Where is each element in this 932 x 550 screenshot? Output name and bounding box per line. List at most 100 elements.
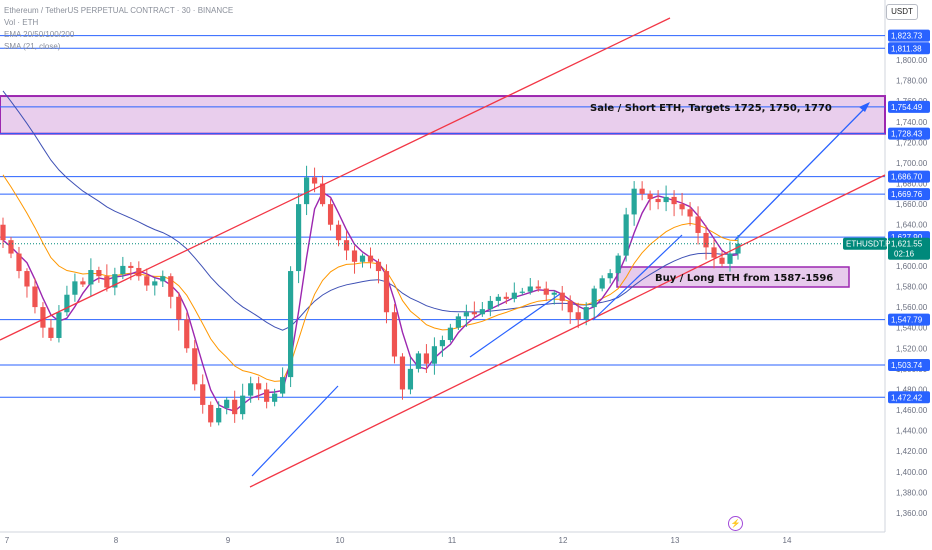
price-tick-22: 1,360.00: [896, 509, 928, 518]
price-tick-13: 1,540.00: [896, 324, 928, 333]
candle-body-73: [583, 307, 589, 320]
price-tick-10: 1,600.00: [896, 262, 928, 271]
candle-body-74: [591, 288, 597, 308]
candle-body-86: [687, 209, 693, 217]
candle-body-75: [599, 278, 605, 289]
ema-legend[interactable]: EMA 20/50/100/200: [4, 30, 75, 39]
candle-body-78: [623, 214, 629, 256]
candle-body-65: [519, 291, 525, 293]
candle-body-88: [703, 232, 709, 248]
candle-body-15: [120, 265, 126, 275]
candle-body-72: [575, 312, 581, 320]
countdown-timer: 02:16: [894, 250, 915, 259]
price-tick-16: 1,480.00: [896, 385, 928, 394]
candles: [0, 165, 741, 427]
candle-body-5: [40, 307, 46, 328]
candle-body-84: [671, 196, 677, 205]
candle-body-36: [288, 271, 294, 378]
level-tag-0: 1,823.73: [891, 32, 923, 41]
time-label-7: 14: [783, 536, 792, 545]
candle-body-4: [32, 286, 38, 308]
sma-legend[interactable]: SMA (21, close): [4, 42, 61, 51]
candle-body-91: [727, 253, 733, 264]
candle-body-41: [327, 204, 334, 225]
candle-body-85: [679, 204, 685, 210]
candle-body-51: [407, 368, 414, 390]
price-tick-0: 1,800.00: [896, 56, 928, 65]
candle-body-29: [232, 399, 238, 415]
price-tick-11: 1,580.00: [896, 283, 928, 292]
candle-body-64: [511, 292, 517, 299]
candle-body-14: [112, 274, 118, 288]
candle-body-66: [527, 286, 533, 292]
level-tag-0-bg: [888, 29, 930, 42]
trend-line-2: [469, 293, 561, 358]
horizontal-levels[interactable]: [0, 35, 885, 398]
candle-body-39: [311, 177, 318, 184]
candle-body-57: [455, 316, 461, 328]
candle-body-68: [543, 288, 549, 295]
current-price-tag: [888, 237, 930, 260]
candle-body-50: [399, 356, 406, 390]
candle-body-62: [495, 296, 501, 301]
price-tick-1: 1,780.00: [896, 77, 928, 86]
currency-unit-button[interactable]: USDT: [886, 4, 918, 20]
volume-legend[interactable]: Vol · ETH: [4, 18, 39, 27]
candle-body-38: [303, 177, 310, 205]
candle-body-90: [719, 257, 725, 264]
candle-body-60: [479, 309, 485, 315]
channel-upper-line: [0, 17, 671, 341]
level-tag-3: 1,728.43: [891, 130, 923, 139]
candle-body-46: [367, 255, 374, 262]
lightning-icon[interactable]: ⚡: [728, 516, 743, 531]
candle-body-21: [168, 276, 174, 297]
time-label-0: 7: [5, 536, 10, 545]
symbol-tag: ETHUSDT.P: [846, 240, 890, 249]
trend-line-3: [592, 234, 683, 321]
candle-body-23: [184, 319, 190, 349]
symbol-title[interactable]: Ethereum / TetherUS PERPETUAL CONTRACT ·…: [4, 6, 234, 15]
candle-body-31: [248, 383, 254, 396]
candle-body-25: [200, 384, 206, 405]
candle-body-69: [551, 292, 557, 295]
candle-body-17: [136, 267, 142, 277]
candle-body-13: [104, 276, 110, 288]
candle-body-63: [503, 296, 509, 299]
sell-zone-annotation[interactable]: Sale / Short ETH, Targets 1725, 1750, 17…: [590, 103, 832, 114]
candle-body-42: [335, 224, 342, 241]
candle-body-20: [160, 276, 166, 282]
candle-body-77: [615, 255, 621, 274]
candle-body-8: [64, 294, 70, 313]
candle-body-22: [176, 296, 182, 320]
price-tick-3: 1,740.00: [896, 118, 928, 127]
price-tick-4: 1,720.00: [896, 138, 928, 147]
candle-body-58: [463, 312, 469, 317]
time-axis[interactable]: 7 8 9 10 11 12 13 14: [5, 536, 792, 545]
candle-body-19: [152, 281, 158, 286]
time-label-2: 9: [226, 536, 231, 545]
candle-body-35: [280, 377, 286, 394]
trendlines[interactable]: [0, 17, 886, 488]
time-label-1: 8: [114, 536, 119, 545]
candle-body-32: [256, 383, 262, 390]
candle-body-81: [647, 193, 653, 199]
current-price-value: 1,621.55: [891, 240, 923, 249]
level-tag-9-bg: [888, 391, 930, 404]
candle-body-11: [88, 270, 94, 285]
price-tick-6: 1,680.00: [896, 180, 928, 189]
candle-body-24: [192, 348, 198, 385]
candle-body-80: [639, 188, 645, 194]
level-tag-8: 1,503.74: [891, 361, 923, 370]
buy-zone-annotation[interactable]: Buy / Long ETH from 1587-1596: [655, 273, 833, 284]
candle-body-71: [567, 300, 573, 313]
price-tick-12: 1,560.00: [896, 303, 928, 312]
time-label-6: 13: [671, 536, 680, 545]
candle-body-48: [383, 271, 390, 313]
candle-body-82: [655, 198, 661, 203]
candle-body-54: [431, 346, 438, 364]
candle-body-55: [439, 340, 446, 347]
price-tick-17: 1,460.00: [896, 406, 928, 415]
price-axis[interactable]: 1,800.001,780.001,760.001,740.001,720.00…: [843, 29, 930, 518]
price-tick-7: 1,660.00: [896, 200, 928, 209]
